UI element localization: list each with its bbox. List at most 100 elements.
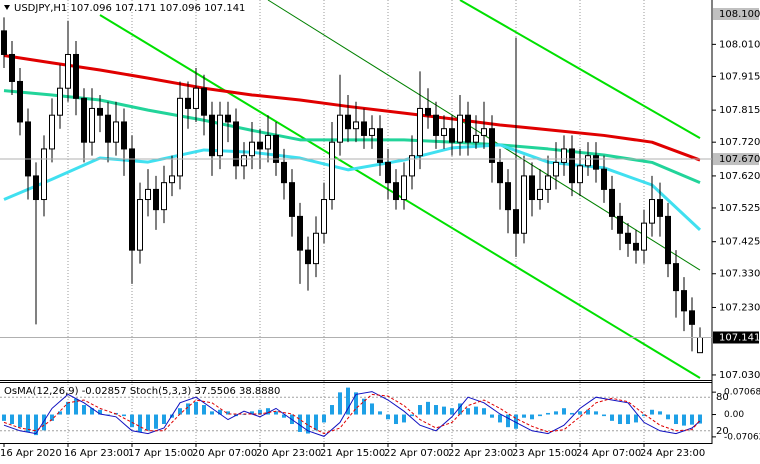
y-tick-label: -0.07062 xyxy=(724,432,760,442)
histogram-bar xyxy=(34,414,38,436)
indicator-title: OsMA(12,26,9) -0.02857 Stoch(5,3,3) 37.5… xyxy=(4,386,280,397)
candle-body xyxy=(409,155,415,177)
candle-body xyxy=(681,290,687,312)
candle-body xyxy=(457,114,463,143)
histogram-bar xyxy=(658,411,662,415)
histogram-bar xyxy=(322,414,326,423)
candle-body xyxy=(41,148,47,201)
histogram-bar xyxy=(666,414,670,420)
histogram-bar xyxy=(90,408,94,415)
histogram-bar xyxy=(218,409,222,415)
histogram-bar xyxy=(394,414,398,425)
histogram-bar xyxy=(250,411,254,415)
candle-body xyxy=(369,128,375,136)
histogram-bar xyxy=(274,411,278,415)
candle-body xyxy=(129,148,135,251)
candle-body xyxy=(313,232,319,265)
candle-body xyxy=(577,165,583,184)
candle-body xyxy=(473,134,479,143)
candle-body xyxy=(625,232,631,244)
y-tick-label: 0.00 xyxy=(724,410,744,420)
histogram-bar xyxy=(426,401,430,415)
candle-body xyxy=(529,175,535,201)
candle-body xyxy=(433,114,439,136)
candle-body xyxy=(161,182,167,211)
histogram-bar xyxy=(314,414,318,431)
x-tick-label: 16 Apr 2020 xyxy=(0,448,62,459)
histogram-bar xyxy=(58,411,62,415)
x-tick-label: 20 Apr 07:00 xyxy=(192,448,257,459)
price-marker-label: 108.100 xyxy=(719,9,760,20)
trendline xyxy=(459,0,701,140)
histogram-bar xyxy=(146,414,150,431)
x-tick-label: 23 Apr 15:00 xyxy=(512,448,577,459)
candle-body xyxy=(657,199,663,217)
histogram-bar xyxy=(562,408,566,415)
last-price-label: 107.141 xyxy=(719,332,760,343)
stochastic-line xyxy=(3,391,701,437)
candle-body xyxy=(33,175,39,201)
y-tick-label: 107.230 xyxy=(719,302,760,313)
candle-body xyxy=(81,97,87,143)
histogram-bar xyxy=(306,414,310,434)
candle-body xyxy=(57,87,63,116)
histogram-bar xyxy=(194,401,198,415)
y-tick-label: 107.720 xyxy=(719,137,760,148)
histogram-bar xyxy=(98,409,102,415)
histogram-bar xyxy=(650,409,654,415)
histogram-bar xyxy=(474,406,478,415)
candle-body xyxy=(297,215,303,251)
candle-body xyxy=(233,121,239,167)
candle-body xyxy=(185,97,191,109)
y-tick-label: 107.815 xyxy=(719,105,760,116)
histogram-bar xyxy=(242,414,246,416)
histogram-bar xyxy=(26,414,30,432)
histogram-bar xyxy=(602,414,606,417)
histogram-bar xyxy=(610,414,614,421)
histogram-bar xyxy=(50,414,54,421)
candle-body xyxy=(465,114,471,143)
y-tick-label: 107.425 xyxy=(719,237,760,248)
candle-body xyxy=(617,215,623,234)
candle-body xyxy=(193,87,199,109)
histogram-bar xyxy=(506,414,510,428)
histogram-bar xyxy=(514,414,518,429)
histogram-bar xyxy=(618,414,622,425)
histogram-bar xyxy=(330,405,334,415)
x-tick-label: 22 Apr 23:00 xyxy=(448,448,513,459)
candle-body xyxy=(665,215,671,265)
histogram-bar xyxy=(2,414,6,421)
candle-body xyxy=(361,121,367,136)
histogram-bar xyxy=(202,405,206,415)
y-tick-label: 107.620 xyxy=(719,171,760,182)
candle-body xyxy=(321,199,327,234)
candle-body xyxy=(497,161,503,184)
candle-body xyxy=(441,128,447,136)
histogram-bar xyxy=(402,414,406,423)
candle-body xyxy=(649,199,655,224)
histogram-bar xyxy=(178,408,182,415)
histogram-bar xyxy=(138,414,142,432)
candle-body xyxy=(593,155,599,170)
candle-body xyxy=(553,161,559,177)
x-tick-label: 20 Apr 23:00 xyxy=(256,448,321,459)
candle-body xyxy=(401,175,407,201)
histogram-bar xyxy=(442,406,446,415)
candle-body xyxy=(241,155,247,167)
candle-body xyxy=(169,175,175,184)
candle-body xyxy=(225,114,231,123)
candle-body xyxy=(337,114,343,143)
candle-body xyxy=(305,249,311,265)
candle-body xyxy=(209,114,215,157)
candle-body xyxy=(121,121,127,150)
x-tick-label: 24 Apr 23:00 xyxy=(640,448,705,459)
y-tick-label: 107.915 xyxy=(719,71,760,82)
x-tick-label: 21 Apr 15:00 xyxy=(320,448,385,459)
symbol-icon xyxy=(4,5,10,10)
histogram-bar xyxy=(186,403,190,415)
histogram-bar xyxy=(482,408,486,415)
candle-body xyxy=(25,121,31,177)
y-tick-label: 0.07068 xyxy=(724,388,760,398)
candle-body xyxy=(273,134,279,163)
